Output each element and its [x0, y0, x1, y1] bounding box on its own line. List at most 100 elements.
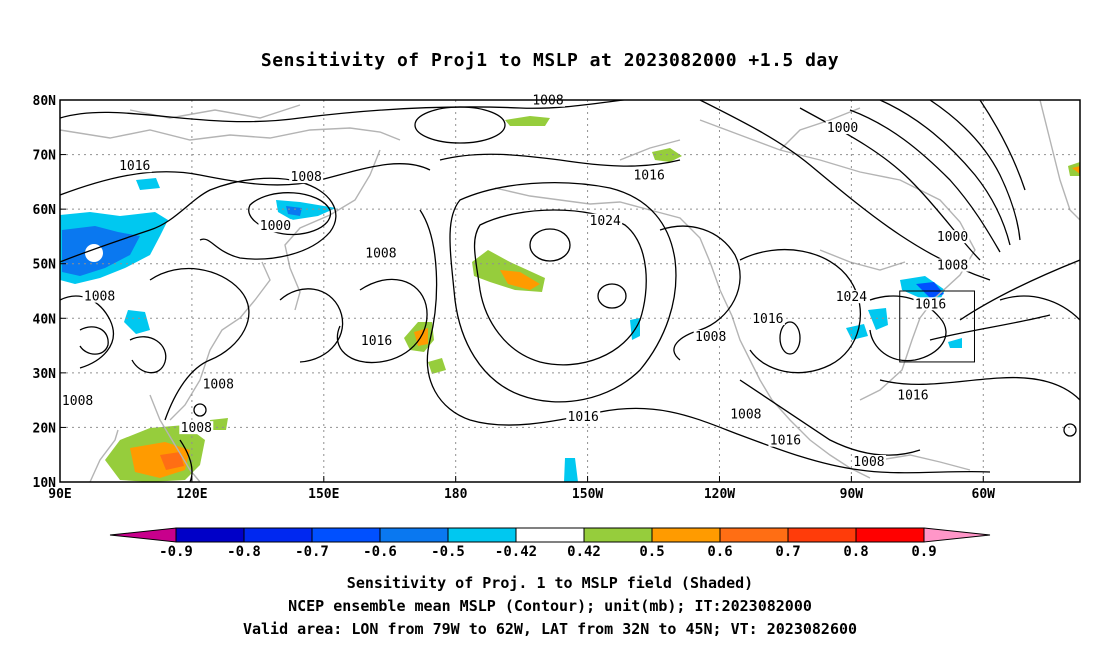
- contour-label: 1016: [568, 410, 599, 425]
- contour-labels: 1008 1000 1016 1008 1016 1000 1024 1000 1008 1008…: [60, 93, 970, 470]
- contour-label: 1008: [365, 247, 396, 262]
- colorbar-cell: [515, 527, 585, 543]
- lon-tick-label: 90W: [840, 487, 864, 502]
- lat-tick-label: 60N: [33, 203, 57, 218]
- lon-tick-label: 150E: [308, 487, 339, 502]
- colorbar-high-arrow: [923, 527, 991, 543]
- contour-label-bg: [60, 393, 95, 407]
- contour-label-bg: [851, 454, 886, 468]
- colorbar-cell: [855, 527, 925, 543]
- colorbar-label: -0.9: [159, 544, 193, 560]
- contour-label-bg: [363, 246, 398, 260]
- colorbar-label: -0.42: [495, 544, 537, 560]
- contour-label-bg: [895, 388, 930, 402]
- contour-label: 1008: [291, 170, 322, 185]
- mslp-contours: [60, 100, 1080, 482]
- valid-area-box: [899, 290, 975, 363]
- lon-tick-label: 90E: [48, 487, 71, 502]
- contour-label-bg: [768, 433, 803, 447]
- lon-tick-label: 60W: [972, 487, 996, 502]
- lat-tick-label: 70N: [33, 149, 57, 164]
- colorbar-cell: [787, 527, 857, 543]
- contour-label-bg: [825, 121, 860, 135]
- colorbar-label: 0.7: [775, 544, 800, 560]
- lat-tick-label: 20N: [33, 421, 57, 436]
- coastlines: [60, 100, 1080, 482]
- contour-label: 1008: [695, 330, 726, 345]
- colorbar-cell: [651, 527, 721, 543]
- colorbar-label: 0.9: [911, 544, 936, 560]
- lat-tick-label: 40N: [33, 312, 57, 327]
- colorbar-label: -0.7: [295, 544, 329, 560]
- contour-label: 1008: [62, 394, 93, 409]
- latitude-ticks: 80N 70N 60N 50N 40N 30N 20N 10N: [33, 94, 66, 491]
- contour-label: 1008: [937, 259, 968, 274]
- colorbar-label: 0.6: [707, 544, 732, 560]
- caption-shading: Sensitivity of Proj. 1 to MSLP field (Sh…: [346, 574, 754, 592]
- contour-label-bg: [82, 289, 117, 303]
- map-title: Sensitivity of Proj1 to MSLP at 20230820…: [260, 50, 840, 71]
- contour-label: 1024: [590, 214, 621, 229]
- contour-label: 1008: [203, 378, 234, 393]
- lon-tick-label: 120E: [176, 487, 207, 502]
- contour-label-bg: [179, 421, 214, 435]
- contour-label-bg: [693, 330, 728, 344]
- lon-tick-label: 180: [444, 487, 468, 502]
- colorbar-label: 0.8: [843, 544, 868, 560]
- contour-label: 1016: [752, 312, 783, 327]
- contour-label-bg: [935, 258, 970, 272]
- lat-tick-label: 10N: [33, 476, 57, 491]
- contour-label-bg: [566, 410, 601, 424]
- contour-label-bg: [117, 159, 152, 173]
- contour-label: 1016: [633, 168, 664, 183]
- colorbar-label: -0.6: [363, 544, 397, 560]
- lat-tick-label: 50N: [33, 258, 57, 273]
- contour-label-bg: [588, 213, 623, 227]
- contour-label-bg: [632, 168, 667, 182]
- contour-label-bg: [834, 290, 869, 304]
- colorbar-cell: [447, 527, 517, 543]
- contour-label: 1024: [836, 290, 867, 305]
- lon-tick-label: 150W: [572, 487, 603, 502]
- colorbar-cell: [311, 527, 381, 543]
- contour-label-bg: [359, 333, 394, 347]
- caption-contour: NCEP ensemble mean MSLP (Contour); unit(…: [288, 597, 812, 615]
- colorbar-label: -0.5: [431, 544, 465, 560]
- lat-tick-label: 80N: [33, 94, 57, 109]
- map-frame: [59, 99, 1081, 483]
- longitude-ticks: 90E 120E 150E 180 150W 120W 90W 60W: [48, 476, 995, 502]
- contour-label: 1008: [853, 455, 884, 470]
- colorbar-cell: [243, 527, 313, 543]
- contour-label: 1016: [770, 434, 801, 449]
- lon-tick-label: 120W: [704, 487, 735, 502]
- colorbar-cell: [583, 527, 653, 543]
- gridlines: [60, 100, 1080, 482]
- contour-label: 1000: [260, 219, 291, 234]
- contour-label: 1016: [361, 334, 392, 349]
- contour-label-bg: [289, 170, 324, 184]
- contour-label-bg: [750, 312, 785, 326]
- colorbar-cell: [719, 527, 789, 543]
- colorbar-label: -0.8: [227, 544, 261, 560]
- contour-label-bg: [935, 230, 970, 244]
- contour-label: 1008: [730, 408, 761, 423]
- colorbar-label: 0.42: [567, 544, 601, 560]
- contour-label: 1008: [84, 290, 115, 305]
- colorbar: -0.9 -0.8 -0.7 -0.6 -0.5 -0.42 0.42 0.5 0.6 0.7 0.…: [109, 527, 991, 560]
- colorbar-label: 0.5: [639, 544, 664, 560]
- contour-label-bg: [258, 219, 293, 233]
- contour-label: 1000: [827, 121, 858, 136]
- colorbar-cell: [379, 527, 449, 543]
- contour-label: 1008: [181, 421, 212, 436]
- contour-label: 1008: [532, 94, 563, 109]
- contour-label-bg: [728, 407, 763, 421]
- contour-label: 1000: [937, 230, 968, 245]
- contour-label: 1016: [915, 297, 946, 312]
- contour-label: 1016: [897, 388, 928, 403]
- colorbar-cell: [175, 527, 245, 543]
- contour-label: 1016: [119, 159, 150, 174]
- contour-label-bg: [913, 297, 948, 311]
- lat-tick-label: 30N: [33, 367, 57, 382]
- colorbar-low-arrow: [109, 527, 177, 543]
